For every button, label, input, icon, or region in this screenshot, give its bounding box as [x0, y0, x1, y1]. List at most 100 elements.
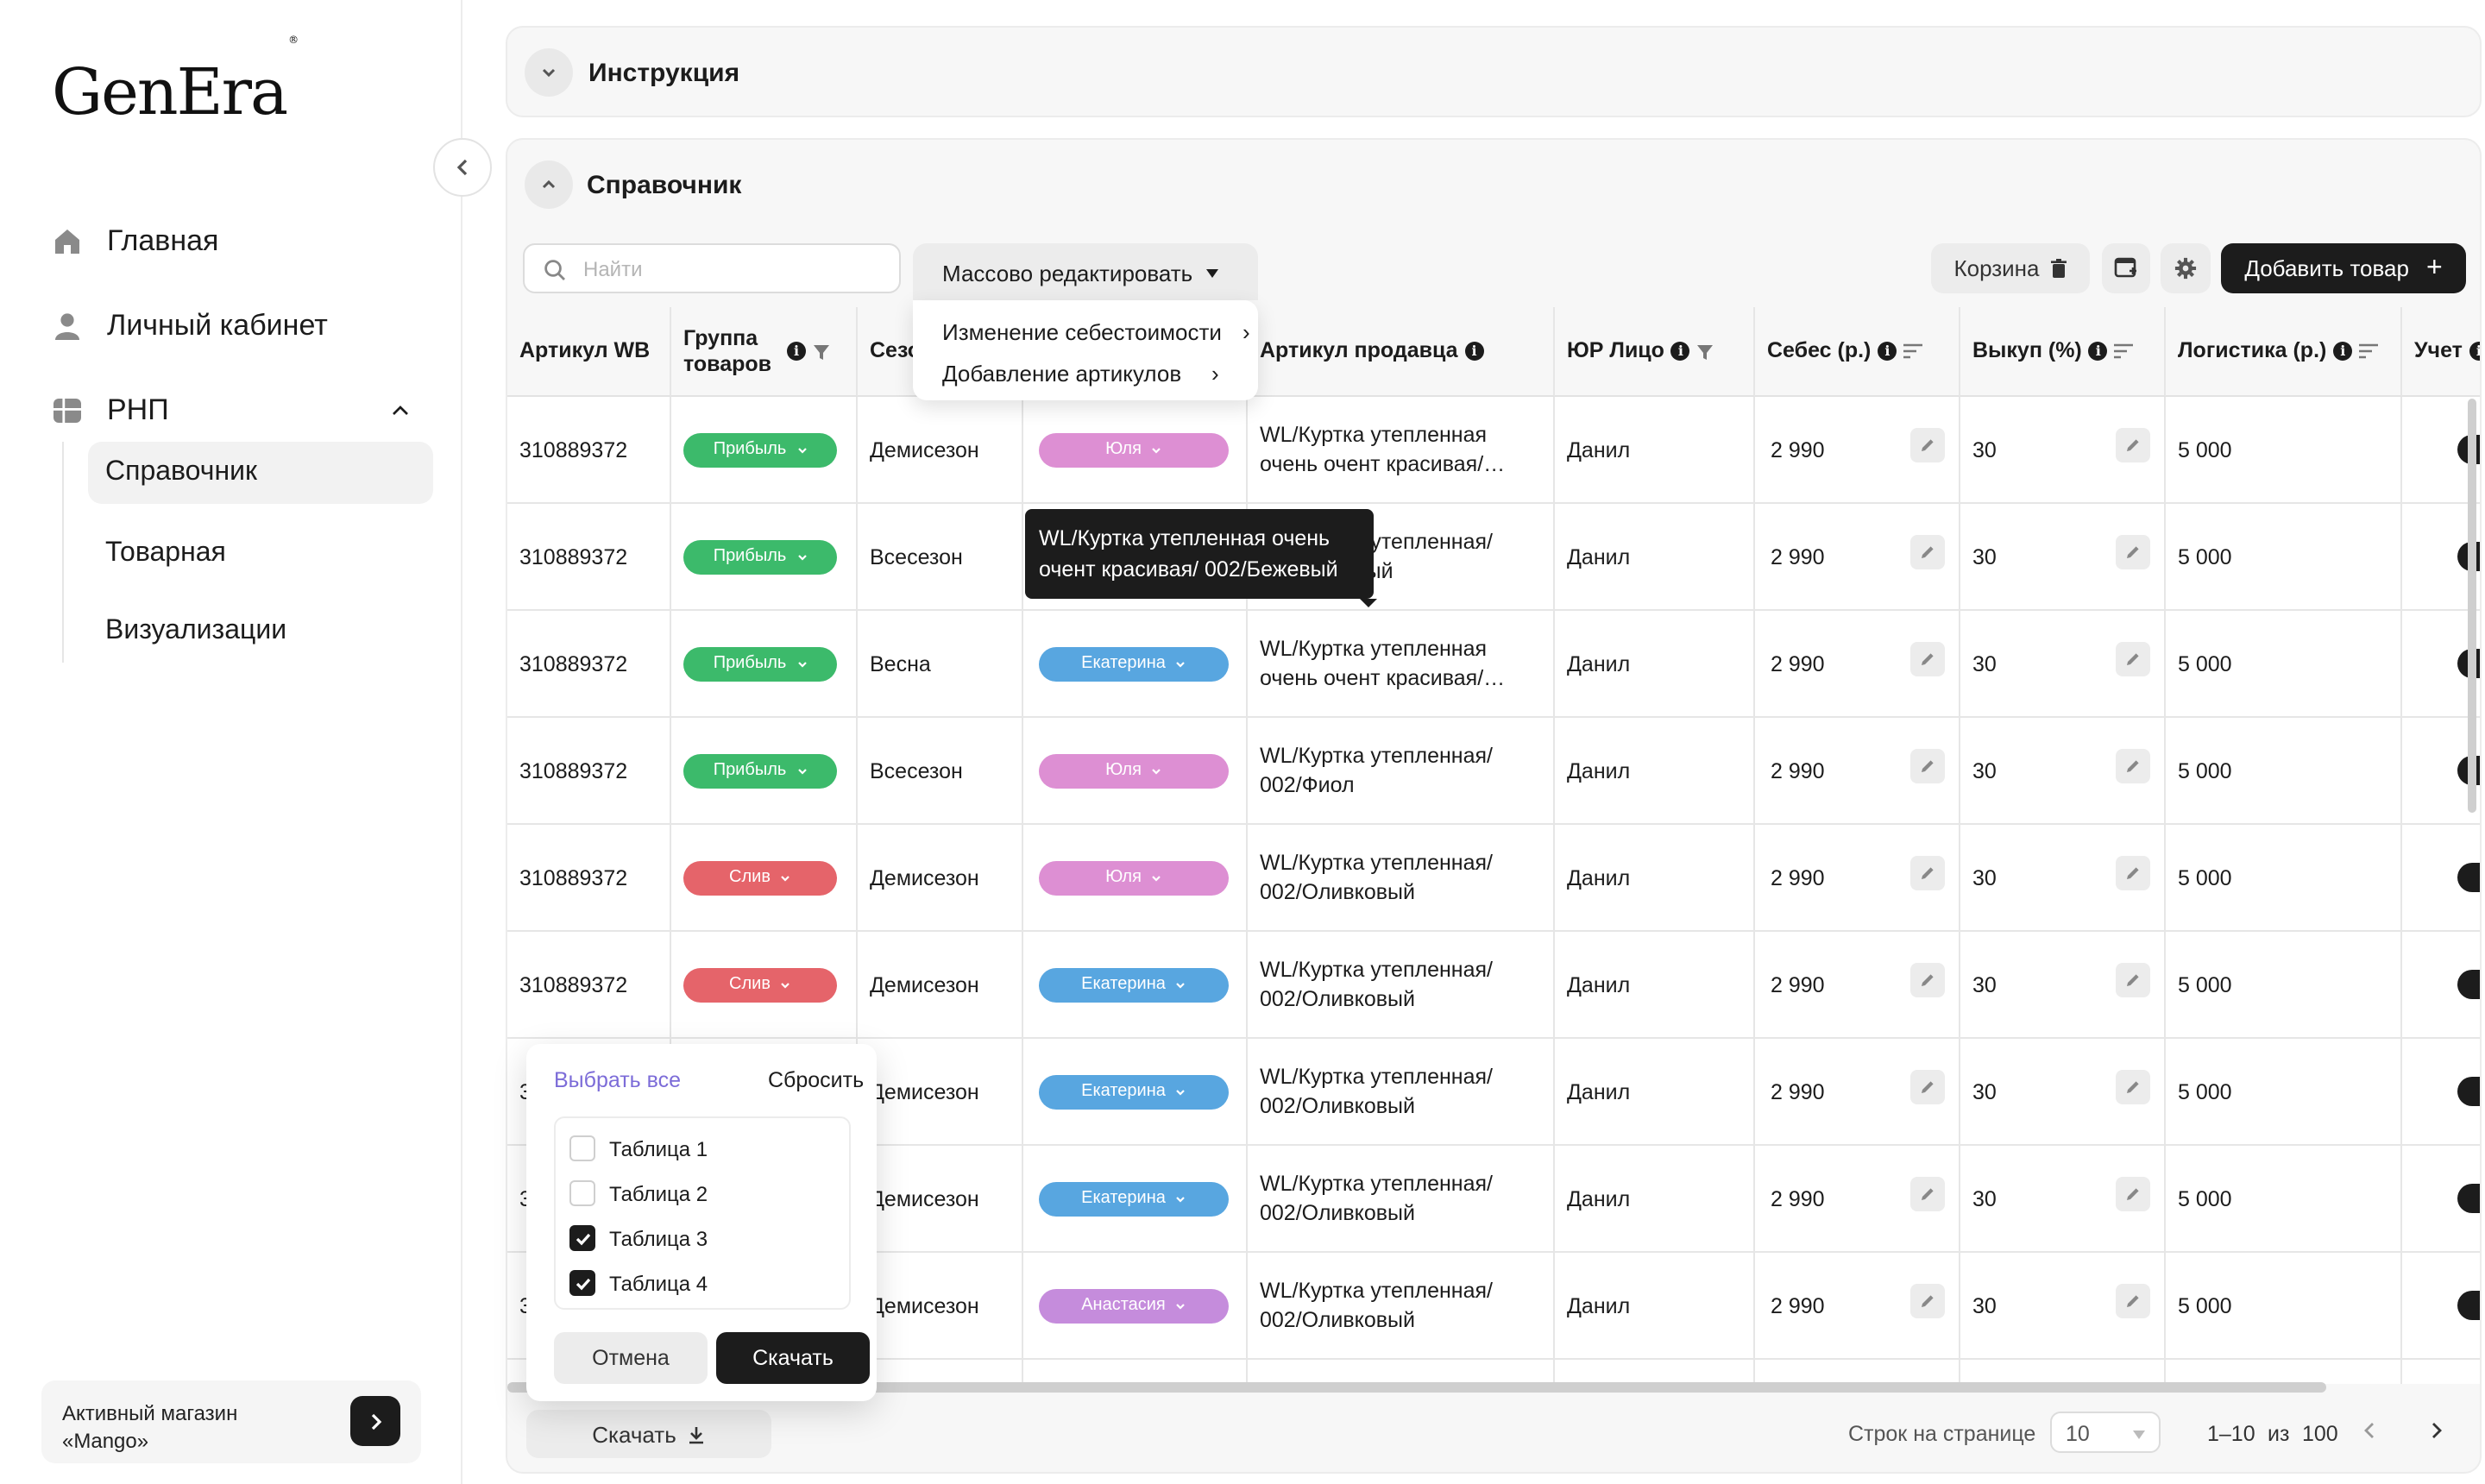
option-table-3[interactable]: Таблица 3 [569, 1225, 708, 1251]
accounting-toggle[interactable] [2457, 1291, 2480, 1320]
download-button[interactable]: Скачать [526, 1410, 771, 1458]
info-icon[interactable]: i [1670, 342, 1690, 361]
edit-buyout-button[interactable] [2116, 642, 2150, 676]
search-input[interactable]: Найти [523, 243, 901, 293]
menu-item-add-articles[interactable]: Добавление артикулов › [942, 361, 1219, 387]
group-dropdown[interactable]: Прибыль [683, 432, 837, 467]
sort-icon[interactable] [2114, 343, 2134, 359]
sidebar-collapse-button[interactable] [433, 138, 492, 197]
instruction-panel[interactable]: Инструкция [506, 26, 2482, 117]
edit-buyout-button[interactable] [2116, 1177, 2150, 1211]
sort-icon[interactable] [1903, 343, 1923, 359]
download-selected-button[interactable]: Скачать [716, 1332, 870, 1384]
checkbox[interactable] [569, 1135, 595, 1161]
edit-cost-button[interactable] [1910, 428, 1945, 462]
edit-cost-button[interactable] [1910, 1070, 1945, 1104]
menu-item-change-cost[interactable]: Изменение себестоимости › [942, 319, 1250, 345]
rows-per-page-select[interactable]: 10 [2050, 1412, 2161, 1453]
edit-buyout-button[interactable] [2116, 1284, 2150, 1318]
expand-button[interactable] [525, 48, 573, 97]
info-icon[interactable]: i [2088, 342, 2108, 361]
group-dropdown[interactable]: Слив [683, 967, 837, 1002]
option-table-1[interactable]: Таблица 1 [569, 1135, 708, 1161]
manager-dropdown[interactable]: Екатерина [1039, 967, 1229, 1002]
filter-icon[interactable] [1697, 343, 1714, 360]
manager-dropdown[interactable]: Екатерина [1039, 646, 1229, 681]
info-icon[interactable]: i [2469, 342, 2480, 361]
edit-cost-button[interactable] [1910, 1284, 1945, 1318]
edit-cost-button[interactable] [1910, 1177, 1945, 1211]
accounting-toggle[interactable] [2457, 863, 2480, 892]
manager-dropdown[interactable]: Юля [1039, 860, 1229, 895]
sidebar-item-home[interactable]: Главная [52, 224, 218, 259]
option-table-2[interactable]: Таблица 2 [569, 1180, 708, 1206]
checkbox-checked[interactable] [569, 1225, 595, 1251]
edit-buyout-button[interactable] [2116, 428, 2150, 462]
manager-dropdown[interactable]: Юля [1039, 753, 1229, 788]
sidebar-subitem-goods[interactable]: Товарная [105, 538, 226, 568]
checkbox[interactable] [569, 1180, 595, 1206]
select-all-link[interactable]: Выбрать все [554, 1068, 682, 1092]
group-dropdown[interactable]: Прибыль [683, 646, 837, 681]
manager-dropdown[interactable]: Екатерина [1039, 1074, 1229, 1109]
edit-cost-button[interactable] [1910, 535, 1945, 569]
collapse-panel-button[interactable] [525, 160, 573, 209]
info-icon[interactable]: i [787, 342, 806, 361]
cell-cost: 2 990 [1755, 1253, 1960, 1358]
edit-buyout-button[interactable] [2116, 749, 2150, 783]
column-header[interactable]: Артикул WB [507, 307, 671, 397]
horizontal-scrollbar[interactable] [507, 1382, 2326, 1393]
column-header[interactable]: Логистика (р.) i [2166, 307, 2402, 397]
manager-dropdown[interactable]: Екатерина [1039, 1181, 1229, 1216]
edit-buyout-button[interactable] [2116, 856, 2150, 890]
accounting-toggle[interactable] [2457, 1077, 2480, 1106]
info-icon[interactable]: i [1878, 342, 1897, 361]
column-header[interactable]: ЮР Лицо i [1555, 307, 1755, 397]
accounting-toggle[interactable] [2457, 970, 2480, 999]
edit-buyout-button[interactable] [2116, 963, 2150, 997]
vertical-scrollbar[interactable] [2468, 399, 2476, 813]
info-icon[interactable]: i [2333, 342, 2353, 361]
next-page-button[interactable] [2426, 1418, 2454, 1446]
prev-page-button[interactable] [2359, 1418, 2387, 1446]
column-header[interactable]: Себес (р.) i [1755, 307, 1960, 397]
sidebar-subitem-reference[interactable]: Справочник [88, 442, 433, 504]
mass-edit-button[interactable]: Массово редактировать [913, 243, 1258, 300]
store-open-button[interactable] [350, 1396, 400, 1446]
edit-cost-button[interactable] [1910, 963, 1945, 997]
info-icon[interactable]: i [1464, 342, 1484, 361]
columns-button[interactable] [2102, 243, 2150, 293]
manager-dropdown[interactable]: Анастасия [1039, 1288, 1229, 1323]
cell-legal-entity: Данил [1555, 397, 1755, 502]
manager-dropdown[interactable]: Юля [1039, 432, 1229, 467]
column-header[interactable]: Выкуп (%) i [1960, 307, 2166, 397]
cell-group: Прибыль [671, 718, 858, 823]
cart-button[interactable]: Корзина [1931, 243, 2090, 293]
edit-cost-button[interactable] [1910, 642, 1945, 676]
edit-cost-button[interactable] [1910, 749, 1945, 783]
cell-buyout: 30 [1960, 718, 2166, 823]
edit-cost-button[interactable] [1910, 856, 1945, 890]
column-header[interactable]: Учетi [2402, 307, 2480, 397]
cancel-button[interactable]: Отмена [554, 1332, 708, 1384]
edit-buyout-button[interactable] [2116, 1070, 2150, 1104]
accounting-toggle[interactable] [2457, 1184, 2480, 1213]
checkbox-checked[interactable] [569, 1270, 595, 1296]
sort-icon[interactable] [2359, 343, 2379, 359]
group-dropdown[interactable]: Слив [683, 860, 837, 895]
filter-icon[interactable] [813, 343, 830, 360]
sidebar-item-rnp[interactable]: РНП [52, 393, 411, 428]
add-product-button[interactable]: Добавить товар + [2221, 243, 2466, 293]
edit-buyout-button[interactable] [2116, 535, 2150, 569]
group-dropdown[interactable]: Прибыль [683, 753, 837, 788]
cell-manager: Юля [1023, 718, 1248, 823]
sidebar-subitem-visualizations[interactable]: Визуализации [105, 616, 287, 645]
reset-link[interactable]: Сбросить [768, 1068, 865, 1092]
column-header-label: ЮР Лицо [1567, 338, 1664, 362]
sidebar-item-account[interactable]: Личный кабинет [52, 309, 328, 343]
settings-button[interactable] [2161, 243, 2211, 293]
column-header[interactable]: Артикул продавца i [1248, 307, 1555, 397]
option-table-4[interactable]: Таблица 4 [569, 1270, 708, 1296]
column-header[interactable]: Группа товаров i [671, 307, 858, 397]
group-dropdown[interactable]: Прибыль [683, 539, 837, 574]
